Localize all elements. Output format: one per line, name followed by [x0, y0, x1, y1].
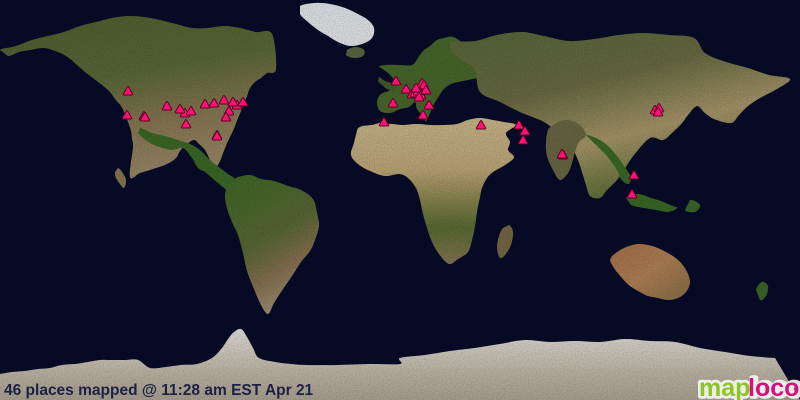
svg-text:46 places mapped @ 11:28 am ES: 46 places mapped @ 11:28 am EST Apr 21 [4, 382, 314, 399]
svg-text:loco: loco [748, 374, 799, 400]
svg-text:map: map [699, 374, 750, 400]
